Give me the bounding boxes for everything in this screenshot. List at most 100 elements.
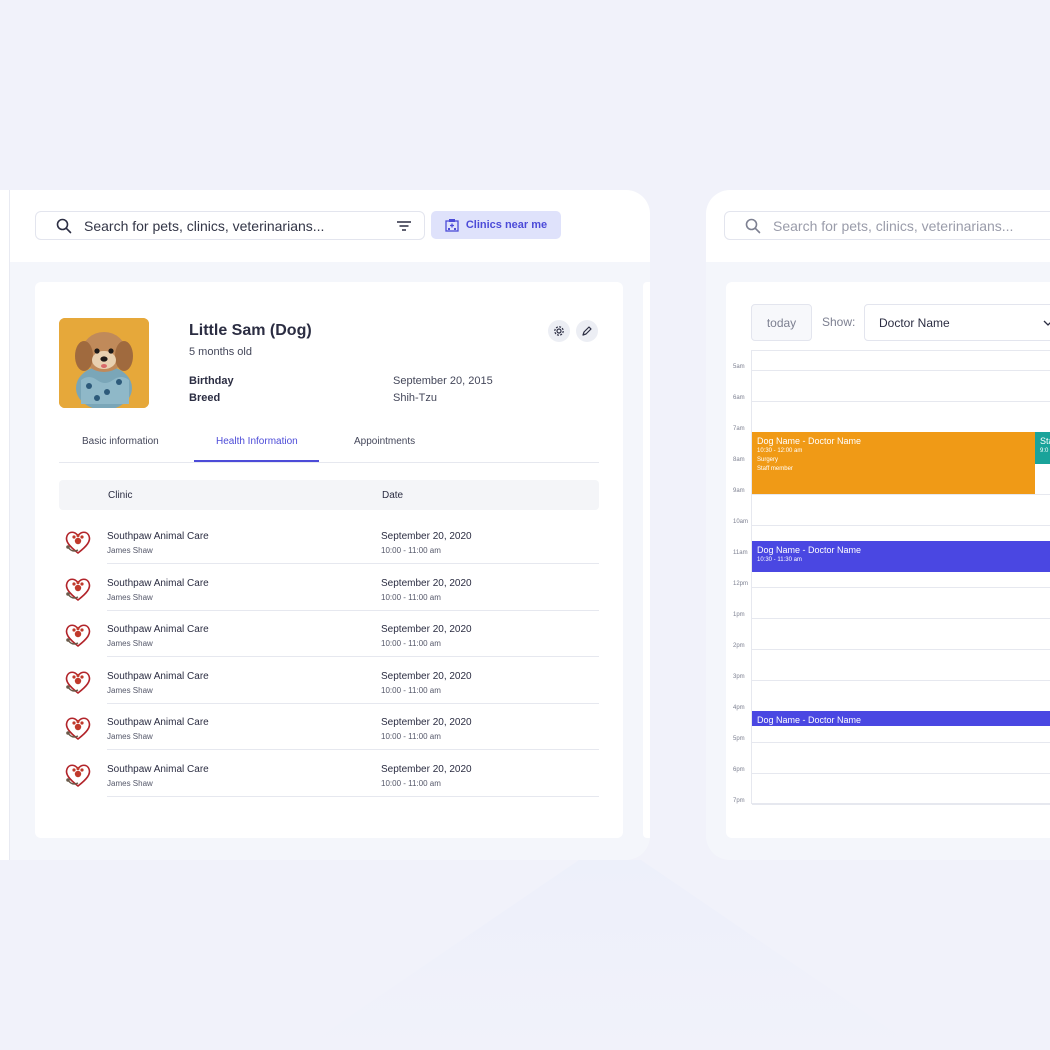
clinic-name: Southpaw Animal Care [107, 717, 209, 728]
hour-label: 11am [733, 550, 748, 556]
hour-line [752, 649, 1050, 650]
hour-label: 12pm [733, 581, 749, 587]
hour-label: 3pm [733, 674, 745, 680]
breed-value: Shih-Tzu [393, 392, 438, 404]
veterinarian-name: James Shaw [107, 778, 153, 788]
table-header: Clinic Date [59, 480, 599, 510]
table-row[interactable]: Southpaw Animal Care James Shaw September … [59, 518, 599, 564]
hour-label: 7pm [733, 798, 745, 804]
hour-label: 7am [733, 426, 745, 432]
appointment-time: 10:00 - 11:00 am [381, 639, 441, 648]
adjacent-card-edge [643, 282, 650, 838]
pet-profile-card: Little Sam (Dog) 5 months old Birthday S… [35, 282, 623, 838]
search-input[interactable]: Search for pets, clinics, veterinarians.… [724, 211, 1050, 240]
clinic-name: Southpaw Animal Care [107, 577, 209, 589]
appointment-date: September 20, 2020 [381, 763, 472, 775]
veterinarian-name: James Shaw [107, 592, 153, 602]
hour-line [752, 680, 1050, 681]
pet-name: Little Sam (Dog) [189, 322, 312, 339]
row-divider [107, 749, 599, 750]
hour-label: 2pm [733, 643, 745, 649]
calendar-event[interactable]: Dog Name - Doctor Name 10:30 - 11:30 am [752, 541, 1050, 572]
birthday-value: September 20, 2015 [393, 375, 493, 387]
breed-label: Breed [189, 392, 221, 404]
clinics-near-me-button[interactable]: Clinics near me [431, 211, 561, 239]
table-row[interactable]: Southpaw Animal Care James Shaw September … [59, 565, 599, 611]
column-clinic: Clinic [108, 490, 133, 501]
hour-label: 5pm [733, 736, 745, 742]
table-row[interactable]: Southpaw Animal Care James Shaw September … [59, 704, 599, 750]
calendar-event[interactable]: Dog Name - Doctor Name 10:30 - 12:00 am Su… [752, 432, 1035, 494]
clinic-logo-icon [63, 573, 93, 603]
hour-label: 5am [733, 364, 745, 370]
appointment-date: September 20, 2020 [381, 531, 472, 542]
event-staff: Staff member [757, 466, 793, 472]
gear-icon [554, 326, 564, 336]
event-title: Dog Name - Doctor Name [757, 715, 862, 725]
appointment-time: 10:00 - 11:00 am [381, 546, 441, 555]
appointment-time: 10:00 - 11:00 am [381, 592, 441, 602]
row-divider [107, 795, 599, 797]
today-button[interactable]: today [751, 304, 812, 341]
calendar-card: today Show: Doctor Name 5am 6am 7am 8am 9am 1… [726, 282, 1050, 838]
clinic-logo-icon [63, 712, 93, 742]
appointment-date: September 20, 2020 [381, 717, 472, 728]
table-row[interactable]: Southpaw Animal Care James Shaw September … [59, 611, 599, 657]
appointment-time: 10:00 - 11:00 am [381, 685, 441, 695]
clinic-name: Southpaw Animal Care [107, 531, 209, 542]
tab-basic-information[interactable]: Basic information [82, 436, 159, 447]
tab-appointments[interactable]: Appointments [354, 436, 416, 447]
hour-label: 6pm [733, 767, 745, 773]
pet-photo [59, 318, 149, 408]
clinic-name: Southpaw Animal Care [107, 763, 209, 775]
birthday-label: Birthday [189, 375, 234, 387]
hour-label: 1pm [733, 612, 745, 618]
calendar-grid: 5am 6am 7am 8am 9am 10am 11am 12pm 1pm 2pm 3pm 4pm 5… [733, 350, 1050, 805]
appointment-date: September 20, 2020 [381, 624, 472, 635]
hour-line [752, 370, 1050, 371]
clinic-logo-icon [63, 759, 93, 789]
pet-profile-window: Search for pets, clinics, veterinarians.… [0, 190, 650, 860]
doctor-select[interactable]: Doctor Name [864, 304, 1050, 341]
clinic-name: Southpaw Animal Care [107, 670, 209, 682]
row-divider [107, 702, 599, 704]
hour-label: 8am [733, 457, 745, 463]
event-title: Dog Name - Doctor Name [757, 545, 862, 555]
filter-icon[interactable] [396, 219, 412, 233]
appointment-date: September 20, 2020 [381, 577, 472, 589]
clinic-name: Southpaw Animal Care [107, 624, 209, 635]
search-icon [56, 218, 72, 233]
appointment-time: 10:00 - 11:00 am [381, 732, 441, 741]
edit-button[interactable] [576, 320, 598, 342]
veterinarian-name: James Shaw [107, 732, 153, 741]
tab-health-information[interactable]: Health Information [216, 436, 298, 447]
clinic-logo-icon [63, 526, 93, 556]
calendar-event[interactable]: Sta 9:0 [1035, 432, 1050, 464]
row-divider [107, 563, 599, 564]
background-shape [300, 860, 920, 1050]
event-time: 9:0 [1040, 448, 1049, 454]
appointment-time: 10:00 - 11:00 am [381, 778, 441, 788]
search-icon [745, 218, 761, 233]
table-row[interactable]: Southpaw Animal Care James Shaw September … [59, 658, 599, 704]
row-divider [107, 609, 599, 611]
hour-line [752, 618, 1050, 619]
calendar-window: Search for pets, clinics, veterinarians.… [706, 190, 1050, 860]
clinic-building-icon [445, 219, 459, 232]
calendar-event[interactable]: Dog Name - Doctor Name [752, 711, 1050, 726]
table-row[interactable]: Southpaw Animal Care James Shaw September … [59, 751, 599, 797]
settings-button[interactable] [548, 320, 570, 342]
event-type: Surgery [757, 457, 779, 463]
hour-line [752, 804, 1050, 805]
hour-label: 9am [733, 488, 745, 494]
veterinarian-name: James Shaw [107, 639, 153, 648]
clinic-logo-icon [63, 619, 93, 649]
search-input[interactable]: Search for pets, clinics, veterinarians.… [35, 211, 425, 240]
active-tab-indicator [194, 460, 319, 462]
clinic-logo-icon [63, 666, 93, 696]
pencil-icon [582, 326, 592, 336]
hour-label: 10am [733, 519, 749, 525]
chevron-down-icon [1043, 320, 1050, 326]
hour-label: 6am [733, 395, 745, 401]
hour-line [752, 494, 1050, 495]
